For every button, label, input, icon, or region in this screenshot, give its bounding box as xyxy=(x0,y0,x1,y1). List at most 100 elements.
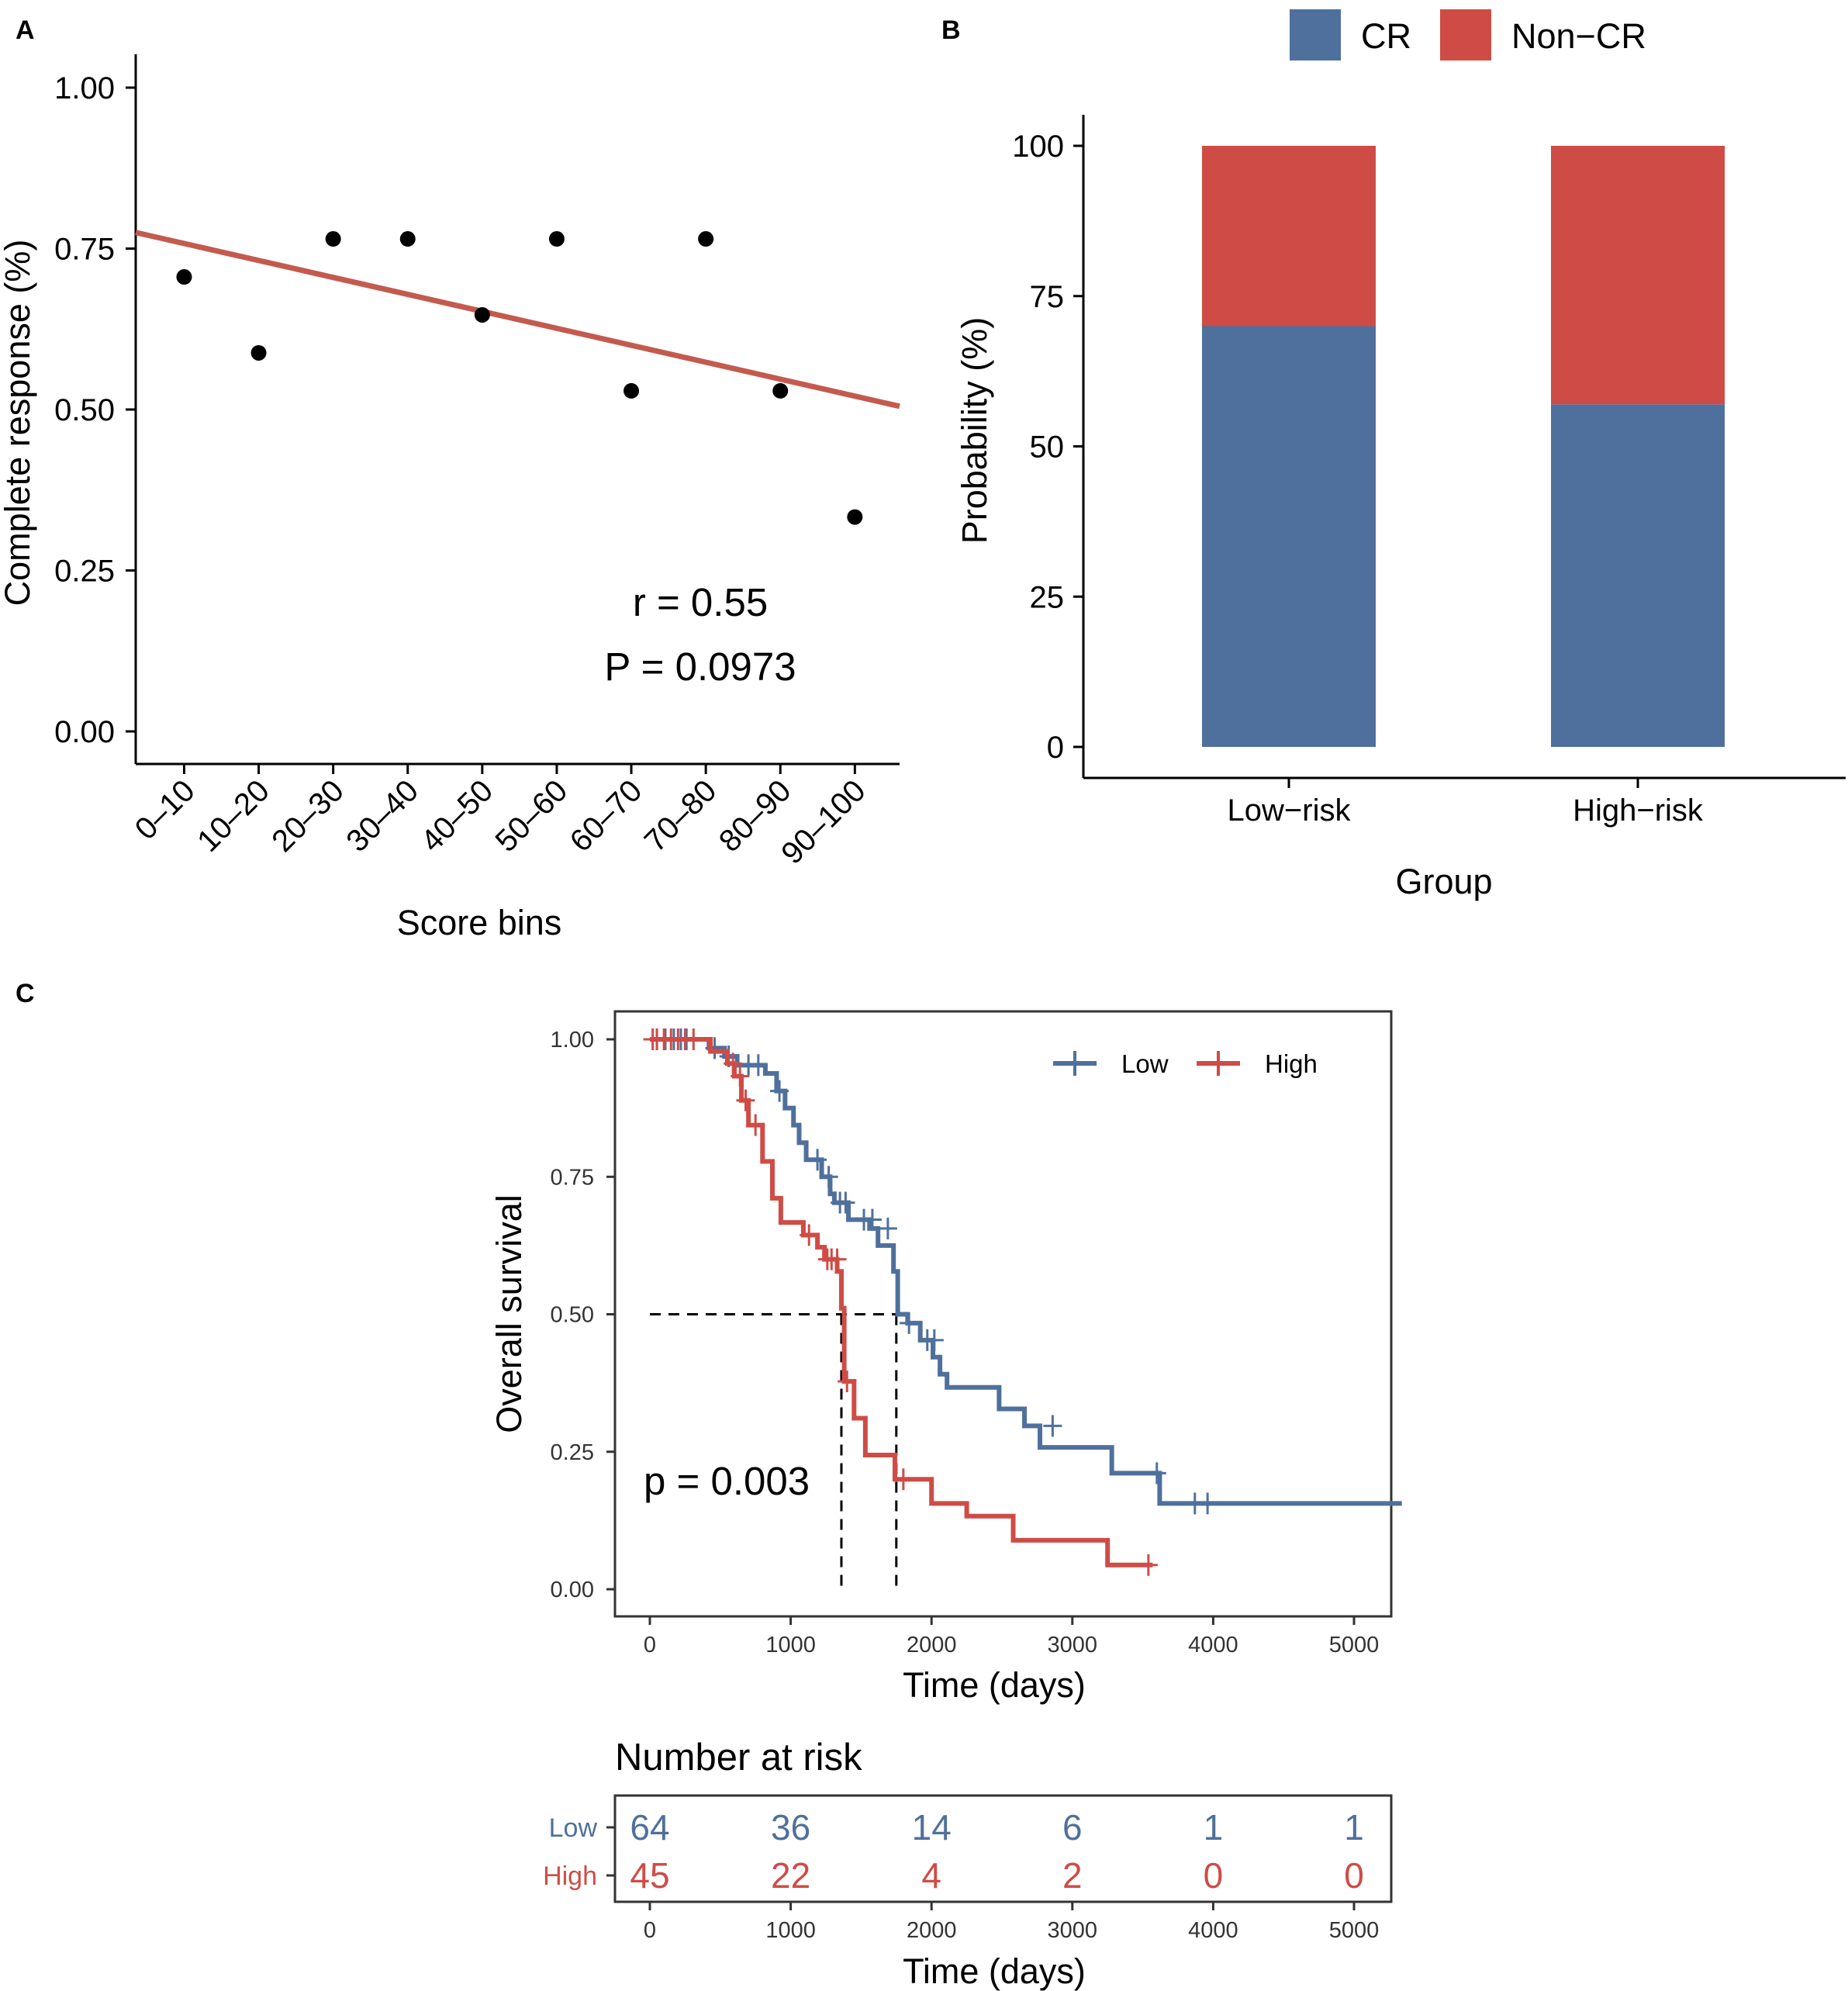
risk-count: 36 xyxy=(771,1807,810,1848)
risk-x-tick-label: 4000 xyxy=(1188,1918,1238,1943)
risk-count: 6 xyxy=(1062,1807,1083,1848)
panel-a-label: A xyxy=(16,16,35,45)
risk-count: 0 xyxy=(1204,1855,1224,1896)
panel-a-data-point xyxy=(847,509,863,525)
panel-a-data-point xyxy=(772,382,789,399)
km-censor-mark-high xyxy=(800,1224,819,1246)
panel-a-x-tick-label: 70–80 xyxy=(638,773,724,859)
km-censor-mark-low xyxy=(1043,1415,1062,1437)
panel-a-y-tick-label: 0.25 xyxy=(54,555,115,589)
risk-x-tick-label: 5000 xyxy=(1329,1918,1380,1943)
panel-a-x-tick-label: 40–50 xyxy=(414,773,499,859)
risk-x-tick-label: 1000 xyxy=(765,1918,816,1943)
panel-a-x-tick-label: 0–10 xyxy=(129,773,202,846)
km-x-tick-label: 1000 xyxy=(765,1633,816,1657)
panel-b-y-tick-label: 25 xyxy=(1030,580,1065,614)
km-curve-low xyxy=(650,1037,1402,1506)
km-censor-mark-low xyxy=(924,1329,944,1351)
km-y-tick-label: 0.00 xyxy=(551,1578,594,1602)
panel-b-stacked-bar: B CR Non−CR 0 25 50 75 100 Low−risk High−risk G… xyxy=(941,9,1846,901)
km-censor-mark-low xyxy=(878,1217,897,1239)
risk-count: 14 xyxy=(912,1807,952,1848)
km-censor-mark-high xyxy=(1138,1554,1158,1576)
panel-a-axes: 0.00 0.25 0.50 0.75 1.00 0–1010–2020–3030–404… xyxy=(54,54,900,871)
panel-a-fit-line xyxy=(135,230,900,410)
km-y-axis-title: Overall survival xyxy=(489,1194,529,1433)
panel-b-bar-segment xyxy=(1202,146,1376,327)
risk-count: 1 xyxy=(1204,1807,1224,1848)
km-curves xyxy=(643,1028,1402,1576)
panel-a-x-tick-label: 30–40 xyxy=(340,773,425,859)
km-y-tick-label: 0.75 xyxy=(551,1165,594,1190)
risk-table-title: Number at risk xyxy=(615,1737,862,1778)
km-censor-mark-low xyxy=(1147,1462,1166,1485)
panel-a-x-tick-label: 20–30 xyxy=(265,773,351,859)
panel-a-y-tick-label: 0.00 xyxy=(54,715,115,749)
km-legend-label: Low xyxy=(1121,1049,1169,1078)
km-x-tick-label: 4000 xyxy=(1188,1633,1238,1657)
km-censor-mark-low xyxy=(770,1080,789,1102)
panel-a-x-tick-label: 50–60 xyxy=(489,773,575,859)
panel-a-y-axis-title: Complete response (%) xyxy=(0,240,37,607)
risk-count: 2 xyxy=(1062,1855,1083,1896)
risk-count: 1 xyxy=(1344,1807,1364,1848)
km-x-axis-title: Time (days) xyxy=(903,1665,1086,1705)
panel-b-axes: 0 25 50 75 100 Low−risk High−risk xyxy=(1012,115,1846,828)
panel-b-legend-swatch xyxy=(1290,9,1341,60)
km-censor-mark-high xyxy=(724,1053,743,1075)
panel-a-p-annotation: P = 0.0973 xyxy=(604,645,796,689)
risk-count: 4 xyxy=(921,1855,941,1896)
panel-b-legend-label: CR xyxy=(1361,16,1411,56)
panel-a-data-point xyxy=(250,344,267,361)
km-censor-mark-high xyxy=(736,1089,755,1111)
km-y-tick-label: 0.25 xyxy=(551,1440,594,1465)
risk-x-tick-label: 2000 xyxy=(907,1918,957,1943)
risk-row-label: Low xyxy=(549,1813,598,1843)
panel-b-y-axis-title: Probability (%) xyxy=(955,317,994,544)
risk-table-frame xyxy=(613,1794,1393,1903)
km-y-tick-label: 0.50 xyxy=(551,1303,594,1328)
km-censor-mark-low xyxy=(748,1054,768,1077)
risk-row-label: High xyxy=(543,1861,597,1891)
panel-a-x-axis-title: Score bins xyxy=(397,903,562,942)
km-censor-mark-low xyxy=(836,1191,855,1214)
km-censor-mark-low xyxy=(808,1149,827,1171)
km-censor-mark-high xyxy=(746,1114,765,1136)
risk-count: 64 xyxy=(630,1807,669,1848)
panel-a-data-point xyxy=(325,231,341,247)
panel-a-data-point xyxy=(399,231,416,247)
panel-b-bar-segment xyxy=(1551,146,1725,405)
risk-x-tick-label: 0 xyxy=(644,1918,656,1943)
risk-count: 0 xyxy=(1344,1855,1364,1896)
km-censor-mark-high xyxy=(731,1065,750,1087)
panel-a-data-point xyxy=(548,231,565,247)
km-x-tick-label: 0 xyxy=(644,1633,656,1657)
panel-b-bar-segment xyxy=(1202,326,1376,747)
panel-b-x-tick-label: Low−risk xyxy=(1228,793,1352,828)
panel-a-y-tick-label: 0.50 xyxy=(54,393,115,427)
panel-c-label: C xyxy=(16,979,35,1008)
panel-b-bar-segment xyxy=(1551,404,1725,747)
panel-a-data-point xyxy=(623,382,640,399)
panel-a-x-tick-label: 90–100 xyxy=(775,773,872,871)
risk-count: 22 xyxy=(771,1855,810,1896)
panel-b-y-tick-label: 0 xyxy=(1047,731,1064,765)
panel-a-x-tick-label: 10–20 xyxy=(191,773,276,859)
panel-a-y-tick-label: 1.00 xyxy=(54,71,115,105)
panel-b-y-tick-label: 50 xyxy=(1030,430,1065,465)
panel-a-data-point xyxy=(474,306,490,323)
panel-a-r-annotation: r = 0.55 xyxy=(633,580,768,624)
km-censor-mark-high xyxy=(684,1028,703,1050)
km-p-value: p = 0.003 xyxy=(644,1459,810,1503)
km-axes: 0.00 0.25 0.50 0.75 1.00 0 1000 2000 3000 4000 500… xyxy=(551,1028,1380,1657)
km-x-tick-label: 2000 xyxy=(907,1633,957,1657)
panel-b-y-tick-label: 100 xyxy=(1012,130,1064,164)
panel-c-survival: C 0.000.250.500.751.000 1000 2000 3000 4000 5… xyxy=(16,979,1402,1991)
panel-b-legend-label: Non−CR xyxy=(1511,16,1646,56)
panel-a-y-tick-label: 0.75 xyxy=(54,233,115,267)
km-legend-label: High xyxy=(1265,1049,1318,1078)
km-x-tick-label: 3000 xyxy=(1048,1633,1098,1657)
risk-table: 0 1000 2000 3000 4000 5000 Low 64 36 14 6 1 1 High 45 2… xyxy=(543,1807,1379,1943)
panel-a-data-point xyxy=(176,269,192,285)
